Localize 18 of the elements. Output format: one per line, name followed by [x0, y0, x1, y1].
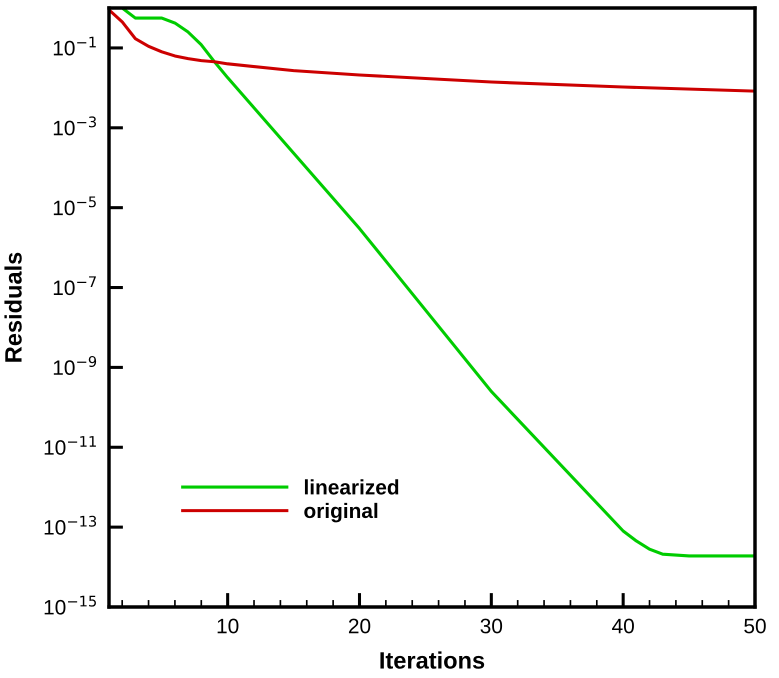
- line-series: [120, 8, 755, 558]
- legend-label: linearized: [304, 479, 398, 495]
- x-axis-title: Iterations: [380, 651, 484, 669]
- y-tick-label: 10$^{−7}$: [54, 276, 96, 296]
- y-axis-title: Residuals: [4, 252, 22, 362]
- x-tick-label: 20: [348, 618, 370, 634]
- y-tick-label: 10$^{−13}$: [44, 516, 96, 535]
- y-tick-label: 10$^{−11}$: [44, 436, 96, 455]
- x-tick-label: 40: [612, 618, 634, 634]
- x-tick-label: 10: [218, 618, 238, 634]
- y-tick-label: 10$^{−3}$: [54, 116, 96, 136]
- legend-label: original: [304, 502, 378, 522]
- y-tick-label: 10$^{−9}$: [54, 356, 96, 375]
- y-tick-label: 10$^{−5}$: [54, 196, 96, 216]
- y-tick-label: 10$^{−15}$: [44, 596, 96, 615]
- y-tick-label: 10$^{−1}$: [54, 36, 96, 56]
- x-tick-label: 30: [480, 618, 502, 634]
- x-tick-label: 50: [744, 618, 766, 634]
